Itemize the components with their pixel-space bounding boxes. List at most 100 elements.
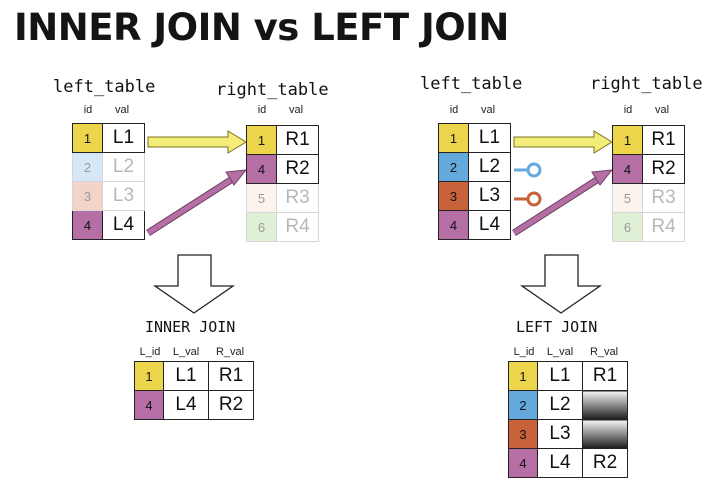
left-table-val-header: val bbox=[114, 104, 130, 116]
down-arrow-inner bbox=[152, 254, 236, 314]
right-table-id-header: id bbox=[257, 104, 267, 116]
missing-value-cell bbox=[582, 390, 628, 420]
page-title: INNER JOIN vs LEFT JOIN bbox=[14, 6, 509, 49]
val-cell: L4 bbox=[163, 390, 209, 420]
val-cell: R4 bbox=[642, 212, 685, 242]
match-arrow-id-4-left-fill bbox=[512, 175, 602, 236]
table-row: 4 L4 R2 bbox=[508, 448, 628, 478]
match-arrow-id-1 bbox=[147, 130, 247, 154]
id-cell: 4 bbox=[246, 154, 277, 184]
missing-value-cell bbox=[582, 419, 628, 449]
id-cell: 2 bbox=[72, 152, 103, 182]
id-cell: 6 bbox=[612, 212, 643, 242]
inner-join-label: INNER JOIN bbox=[145, 318, 236, 336]
down-arrow-left bbox=[519, 254, 603, 314]
table-row: 4 L4 bbox=[72, 210, 145, 240]
val-cell: L1 bbox=[468, 123, 511, 153]
table-row: 4 L4 R2 bbox=[134, 390, 254, 420]
id-cell: 4 bbox=[612, 154, 643, 184]
id-cell: 4 bbox=[508, 448, 538, 478]
table-row: 1 L1 R1 bbox=[508, 361, 628, 391]
match-arrow-id-1-left bbox=[513, 130, 613, 154]
id-cell: 3 bbox=[438, 181, 469, 211]
right-table-name: right_table bbox=[590, 74, 703, 94]
id-cell: 5 bbox=[612, 183, 643, 213]
right-table-val-header: val bbox=[288, 104, 304, 116]
left-table: 1 L1 2 L2 3 L3 4 L4 bbox=[72, 123, 145, 240]
match-arrow-id-4-left-head bbox=[591, 169, 614, 186]
match-arrow-id-4-fill bbox=[146, 175, 236, 236]
table-row: 2 L2 bbox=[508, 390, 628, 420]
val-cell: R1 bbox=[276, 125, 319, 155]
right-table-val-header: val bbox=[654, 104, 670, 116]
id-cell: 1 bbox=[438, 123, 469, 153]
table-row: 4 R2 bbox=[612, 154, 685, 184]
right-table-id-header: id bbox=[623, 104, 633, 116]
val-cell: R2 bbox=[582, 448, 628, 478]
val-cell: R3 bbox=[642, 183, 685, 213]
table-row: 6 R4 bbox=[246, 212, 319, 242]
table-row: 3 L3 bbox=[72, 181, 145, 211]
table-row: 1 L1 bbox=[438, 123, 511, 153]
left-join-label: LEFT JOIN bbox=[516, 318, 598, 336]
table-row: 1 L1 bbox=[72, 123, 145, 153]
id-cell: 3 bbox=[508, 419, 538, 449]
id-cell: 6 bbox=[246, 212, 277, 242]
val-cell: L4 bbox=[468, 210, 511, 240]
val-cell: R1 bbox=[208, 361, 254, 391]
id-cell: 2 bbox=[508, 390, 538, 420]
val-cell: L1 bbox=[102, 123, 145, 153]
right-table-name: right_table bbox=[216, 80, 329, 100]
val-cell: L1 bbox=[537, 361, 583, 391]
match-arrow-id-4-head bbox=[225, 169, 248, 186]
id-cell: 1 bbox=[134, 361, 164, 391]
inner-join-connectors bbox=[146, 130, 248, 314]
id-cell: 4 bbox=[438, 210, 469, 240]
val-cell: L3 bbox=[102, 181, 145, 211]
result-lid-header: L_id bbox=[139, 346, 161, 358]
val-cell: L2 bbox=[468, 152, 511, 182]
result-rval-header: R_val bbox=[589, 346, 619, 358]
table-row: 1 L1 R1 bbox=[134, 361, 254, 391]
result-lval-header: L_val bbox=[546, 346, 574, 358]
val-cell: R3 bbox=[276, 183, 319, 213]
id-cell: 4 bbox=[134, 390, 164, 420]
table-row: 6 R4 bbox=[612, 212, 685, 242]
table-row: 5 R3 bbox=[612, 183, 685, 213]
result-lid-header: L_id bbox=[513, 346, 535, 358]
left-table-name: left_table bbox=[53, 77, 156, 97]
val-cell: R2 bbox=[276, 154, 319, 184]
left-join-connectors bbox=[512, 130, 614, 314]
table-row: 2 L2 bbox=[72, 152, 145, 182]
table-row: 3 L3 bbox=[438, 181, 511, 211]
table-row: 1 R1 bbox=[612, 125, 685, 155]
table-row: 5 R3 bbox=[246, 183, 319, 213]
id-cell: 3 bbox=[72, 181, 103, 211]
table-row: 2 L2 bbox=[438, 152, 511, 182]
id-cell: 1 bbox=[508, 361, 538, 391]
val-cell: L4 bbox=[102, 210, 145, 240]
result-rval-header: R_val bbox=[215, 346, 245, 358]
left-table: 1 L1 2 L2 3 L3 4 L4 bbox=[438, 123, 511, 240]
val-cell: R1 bbox=[642, 125, 685, 155]
id-cell: 5 bbox=[246, 183, 277, 213]
left-join-result-table: 1 L1 R1 2 L2 3 L3 4 L4 R2 bbox=[508, 361, 628, 478]
right-table: 1 R1 4 R2 5 R3 6 R4 bbox=[246, 125, 319, 242]
val-cell: L3 bbox=[468, 181, 511, 211]
table-row: 4 L4 bbox=[438, 210, 511, 240]
right-table: 1 R1 4 R2 5 R3 6 R4 bbox=[612, 125, 685, 242]
id-cell: 1 bbox=[72, 123, 103, 153]
id-cell: 1 bbox=[612, 125, 643, 155]
no-match-circle-id-3 bbox=[526, 191, 542, 207]
id-cell: 2 bbox=[438, 152, 469, 182]
val-cell: L2 bbox=[102, 152, 145, 182]
table-row: 3 L3 bbox=[508, 419, 628, 449]
left-table-id-header: id bbox=[449, 104, 459, 116]
id-cell: 1 bbox=[246, 125, 277, 155]
val-cell: L1 bbox=[163, 361, 209, 391]
left-table-id-header: id bbox=[83, 104, 93, 116]
val-cell: L4 bbox=[537, 448, 583, 478]
no-match-circle-id-2 bbox=[526, 162, 542, 178]
val-cell: R2 bbox=[208, 390, 254, 420]
